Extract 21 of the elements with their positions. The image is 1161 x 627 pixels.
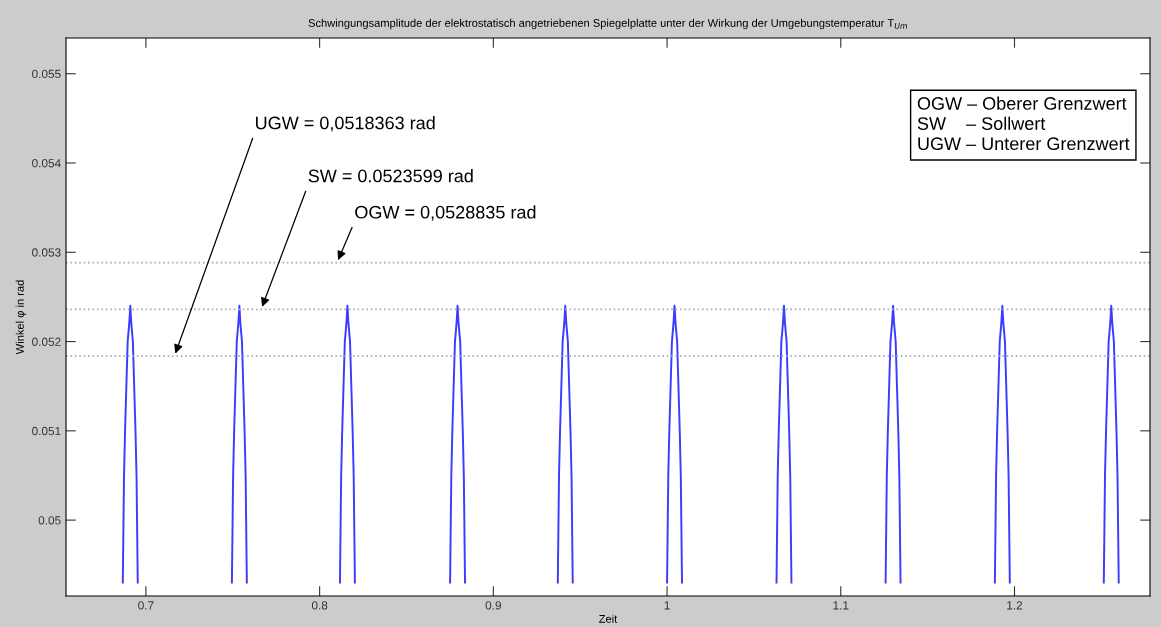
x-tick-label: 0.8 <box>311 601 328 610</box>
y-tick-label: 0.054 <box>32 159 61 168</box>
ref-line-label: OGW = 0,0528835 rad <box>355 205 536 221</box>
x-tick-label: 0.7 <box>138 601 154 610</box>
annotation: UGW – Unterer Grenzwert <box>918 137 1130 151</box>
y-tick-label: 0.055 <box>32 69 61 79</box>
x-axis-title: Zeit <box>599 614 618 623</box>
chart-title: Schwingungsamplitude der elektrostatisch angetriebenen Spiegelplatte unter der Wirkung der Umgebungstemperatur T$_{Um}$ <box>308 18 908 30</box>
y-axis-title: Winkel φ in rad <box>15 280 27 355</box>
x-tick-label: 1.2 <box>1007 601 1023 610</box>
y-tick-label: 0.052 <box>32 337 61 346</box>
y-tick-label: 0.05 <box>38 516 61 525</box>
y-tick-label: 0.051 <box>32 426 61 436</box>
x-tick-label: 0.9 <box>485 601 501 610</box>
ref-line-label: UGW = 0,0518363 rad <box>256 116 435 132</box>
annotation: OGW – Oberer Grenzwert <box>917 96 1127 110</box>
y-tick-label: 0.053 <box>32 248 61 257</box>
x-tick-label: 1.1 <box>833 601 849 610</box>
ref-line-label: SW = 0.0523599 rad <box>308 169 473 183</box>
annotation: SW – Sollwert <box>917 116 1046 130</box>
x-tick-label: 1 <box>664 601 670 610</box>
